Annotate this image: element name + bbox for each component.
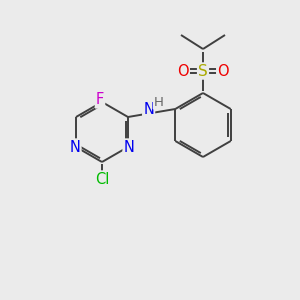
Text: H: H	[154, 95, 164, 109]
Text: S: S	[198, 64, 208, 79]
Text: N: N	[70, 140, 80, 154]
Text: N: N	[143, 101, 154, 116]
Text: N: N	[124, 140, 134, 154]
Text: O: O	[217, 64, 229, 79]
Text: Cl: Cl	[95, 172, 109, 187]
Text: F: F	[96, 92, 104, 107]
Text: O: O	[177, 64, 189, 79]
